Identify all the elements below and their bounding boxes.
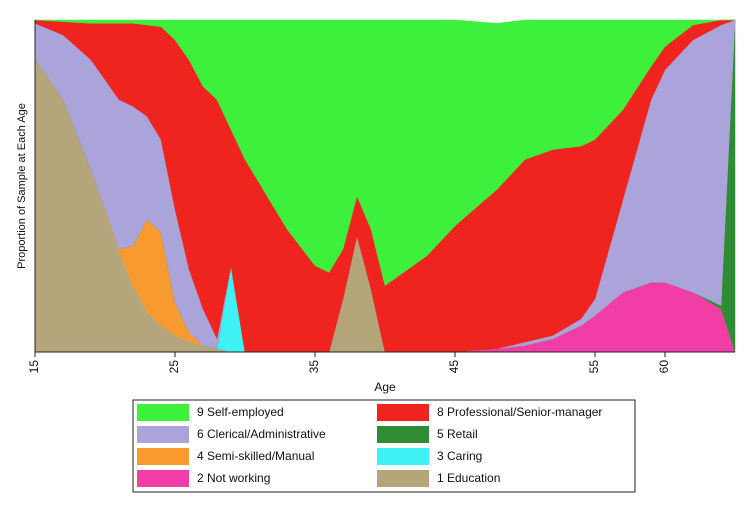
legend-label: 3 Caring bbox=[437, 449, 482, 463]
legend-swatch bbox=[377, 470, 429, 487]
legend-label: 6 Clerical/Administrative bbox=[197, 427, 326, 441]
legend-swatch bbox=[377, 404, 429, 421]
legend-swatch bbox=[377, 448, 429, 465]
legend-swatch bbox=[137, 426, 189, 443]
x-tick-label: 15 bbox=[27, 360, 41, 374]
x-tick-label: 35 bbox=[307, 360, 321, 374]
x-tick-label: 25 bbox=[167, 360, 181, 374]
area bbox=[34, 19, 735, 287]
x-tick-label: 45 bbox=[447, 360, 461, 374]
legend-swatch bbox=[137, 448, 189, 465]
x-axis-label: Age bbox=[374, 380, 396, 394]
legend-swatch bbox=[137, 404, 189, 421]
x-tick-label: 60 bbox=[657, 360, 671, 374]
legend-label: 8 Professional/Senior-manager bbox=[437, 405, 602, 419]
legend-label: 9 Self-employed bbox=[197, 405, 284, 419]
x-tick-label: 55 bbox=[587, 360, 601, 374]
legend-swatch bbox=[377, 426, 429, 443]
legend-swatch bbox=[137, 470, 189, 487]
legend-label: 4 Semi-skilled/Manual bbox=[197, 449, 314, 463]
y-axis-label: Proportion of Sample at Each Age bbox=[16, 103, 28, 269]
legend-label: 2 Not working bbox=[197, 471, 270, 485]
legend-label: 5 Retail bbox=[437, 427, 478, 441]
legend-label: 1 Education bbox=[437, 471, 500, 485]
